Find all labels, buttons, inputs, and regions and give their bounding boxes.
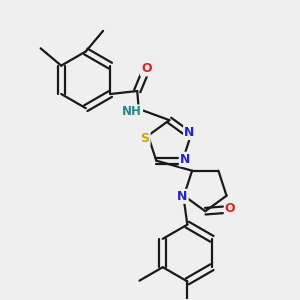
Text: N: N [184,126,194,139]
Text: S: S [141,132,150,145]
Text: N: N [177,190,188,203]
Text: N: N [180,153,190,166]
Text: O: O [141,62,152,75]
Text: NH: NH [122,105,142,119]
Text: O: O [225,202,235,215]
